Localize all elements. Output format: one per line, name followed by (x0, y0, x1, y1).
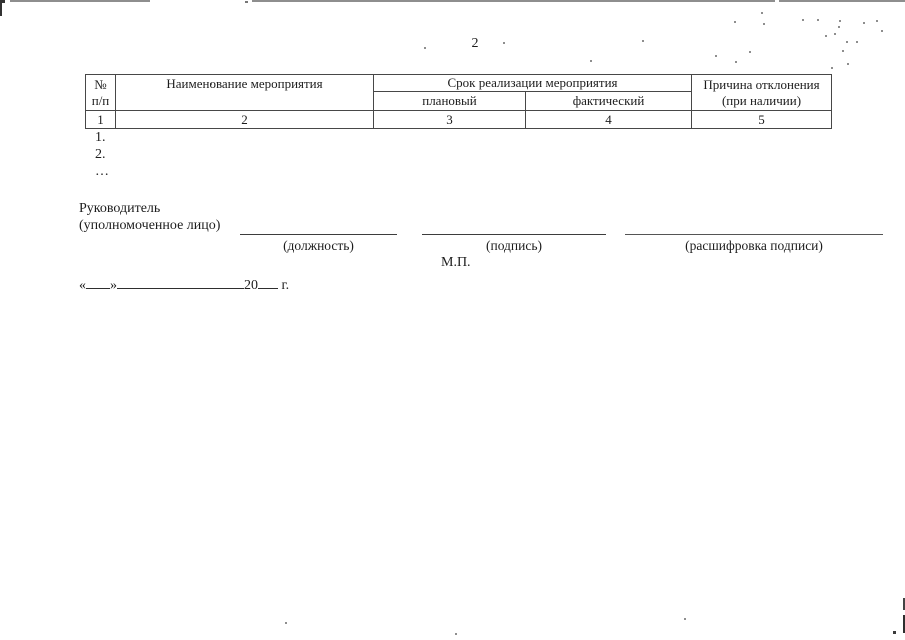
scan-speck (802, 19, 804, 21)
scan-speck (285, 622, 287, 624)
scan-speck (839, 20, 841, 22)
list-item: 2. (95, 147, 106, 162)
header-reason-line1: Причина отклонения (703, 76, 820, 92)
column-number-cell: 2 (115, 110, 374, 129)
scan-speck (842, 50, 844, 52)
row-enumeration: 1. 2. … (95, 129, 109, 180)
label-position: (должность) (283, 238, 354, 253)
date-line: « » 20 г. (79, 275, 289, 294)
scan-speck (735, 61, 737, 63)
scan-edge-artifact (252, 0, 775, 2)
header-number-line2: п/п (91, 92, 110, 108)
scan-speck (761, 12, 763, 14)
scan-edge-artifact (10, 0, 150, 2)
scan-edge-artifact (779, 0, 905, 2)
scan-speck (846, 41, 848, 43)
list-item: 1. (95, 130, 106, 145)
scan-speck (817, 19, 819, 21)
date-century: 20 (244, 278, 258, 293)
scan-speck (876, 20, 878, 22)
stamp-placeholder: М.П. (441, 255, 471, 270)
column-number-cell: 4 (525, 110, 692, 129)
scan-speck (642, 40, 644, 42)
signature-line-position (240, 234, 397, 235)
column-number-cell: 1 (85, 110, 116, 129)
scan-speck (424, 47, 426, 49)
quote-open: « (79, 278, 86, 293)
scan-speck (503, 42, 505, 44)
label-transcript: (расшифровка подписи) (685, 238, 823, 253)
header-cell-planned: плановый (373, 91, 526, 111)
signature-line-transcript (625, 234, 883, 235)
scan-speck (838, 26, 840, 28)
scan-speck (455, 633, 457, 635)
date-month-blank (117, 275, 244, 289)
scan-speck (749, 51, 751, 53)
scan-speck (856, 41, 858, 43)
scan-edge-artifact (0, 0, 2, 16)
scan-speck (590, 60, 592, 62)
signatory-role-line2: (уполномоченное лицо) (79, 218, 221, 233)
column-number-cell: 5 (691, 110, 832, 129)
label-signature: (подпись) (485, 238, 543, 253)
scan-edge-artifact (0, 0, 5, 3)
scan-speck (881, 30, 883, 32)
header-number-line1: № (94, 76, 107, 92)
header-cell-term-group: Срок реализации мероприятия (373, 74, 692, 92)
date-day-blank (86, 275, 110, 289)
scan-speck (825, 35, 827, 37)
scan-speck (863, 22, 865, 24)
scan-speck (734, 21, 736, 23)
header-cell-actual: фактический (525, 91, 692, 111)
date-year-suffix: г. (281, 278, 290, 293)
scan-speck (893, 631, 896, 634)
signatory-role-line1: Руководитель (79, 201, 161, 216)
quote-close: » (110, 278, 117, 293)
scan-speck (834, 33, 836, 35)
scan-speck (684, 618, 686, 620)
header-cell-deviation-reason: Причина отклонения (при наличии) (691, 74, 832, 111)
events-report-table: № п/п Наименование мероприятия Срок реал… (85, 74, 832, 129)
header-cell-number: № п/п (85, 74, 116, 111)
scan-speck (847, 63, 849, 65)
signature-line-signature (422, 234, 606, 235)
scan-speck (763, 23, 765, 25)
column-number-cell: 3 (373, 110, 526, 129)
scan-speck (715, 55, 717, 57)
signatory-role: Руководитель (уполномоченное лицо) (79, 200, 220, 234)
header-reason-line2: (при наличии) (721, 92, 802, 108)
page-number: 2 (471, 36, 479, 51)
scan-edge-artifact (245, 1, 248, 3)
scan-speck (831, 67, 833, 69)
list-item: … (95, 164, 109, 179)
date-year-blank (258, 275, 278, 289)
header-cell-event-name: Наименование мероприятия (115, 74, 374, 111)
